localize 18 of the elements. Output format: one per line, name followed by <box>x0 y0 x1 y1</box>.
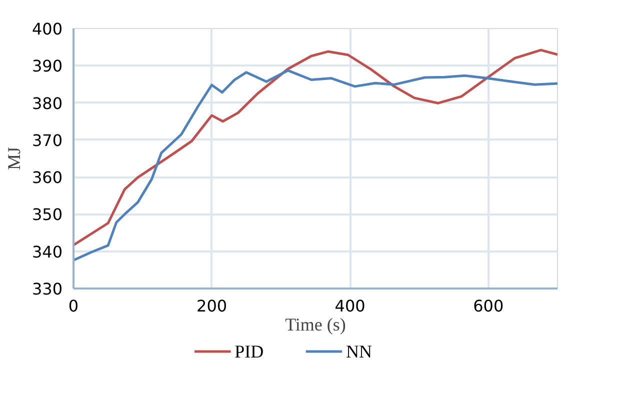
y-tick-label: 350 <box>32 205 63 224</box>
legend-label: NN <box>346 342 372 362</box>
y-tick-label: 370 <box>32 130 63 150</box>
y-tick-label: 390 <box>32 56 63 76</box>
x-axis-title: Time (s) <box>285 314 346 334</box>
x-tick-label: 0 <box>68 296 79 316</box>
y-tick-label: 340 <box>32 242 63 262</box>
y-tick-label: 380 <box>32 94 63 113</box>
legend-label: PID <box>234 342 264 362</box>
y-tick-label: 400 <box>32 20 63 38</box>
x-tick-label: 600 <box>473 296 504 316</box>
line-series <box>74 48 558 246</box>
line-series <box>74 69 558 262</box>
x-tick-label: 200 <box>196 296 228 316</box>
x-tick-label: 400 <box>334 296 366 316</box>
y-tick-label: 360 <box>32 168 63 188</box>
y-tick-label: 330 <box>32 280 63 298</box>
y-axis-title: MJ <box>4 146 24 170</box>
